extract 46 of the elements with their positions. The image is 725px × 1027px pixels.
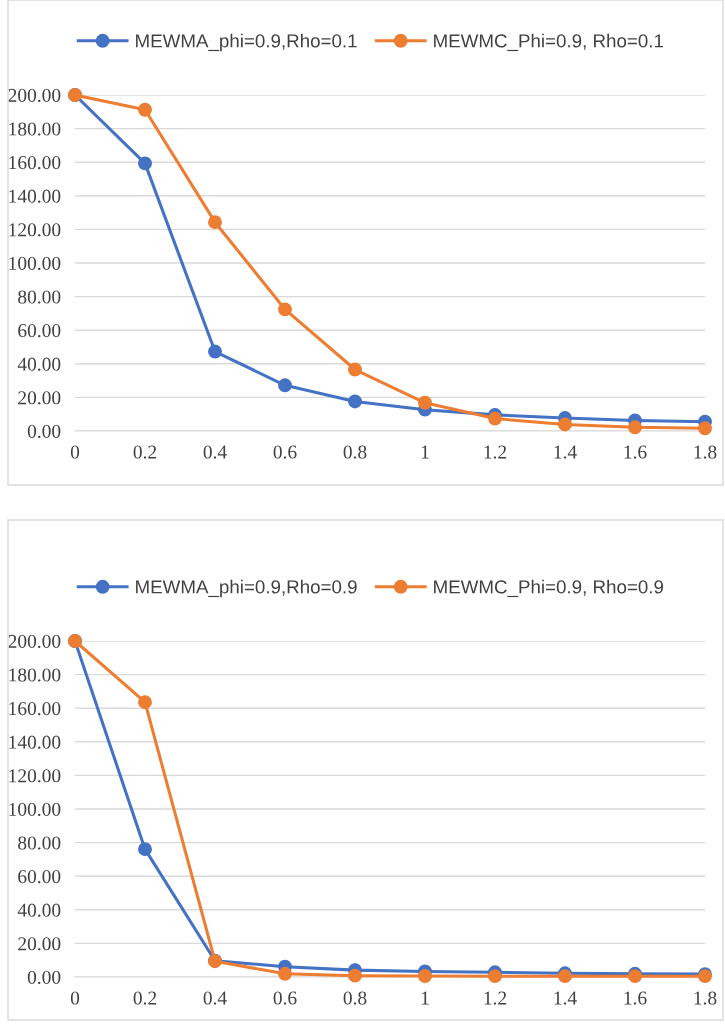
y-tick-label: 180.00 (9, 122, 61, 136)
x-tick-label: 1.8 (694, 445, 717, 459)
x-tick-label: 1 (421, 991, 429, 1005)
x-tick-label: 1.2 (484, 445, 507, 459)
y-tick-label: 60.00 (18, 324, 61, 338)
y-tick-label: 0.00 (27, 424, 61, 439)
x-tick-label: 1.6 (624, 445, 647, 459)
y-tick-label: 200.00 (8, 634, 61, 649)
y-tick-label: 40.00 (17, 903, 61, 917)
legend-label: MEWMC_Phi=0.9, Rho=0.1 (434, 33, 663, 52)
y-tick-label: 80.00 (18, 836, 61, 850)
y-tick-label: 60.00 (18, 870, 61, 884)
y-tick-label: 80.00 (18, 290, 61, 304)
x-tick-label: 1.6 (624, 991, 647, 1005)
x-tick-label: 0.6 (273, 991, 297, 1005)
y-tick-label: 120.00 (9, 769, 61, 783)
x-tick-label: 0 (70, 445, 80, 459)
x-tick-label: 0.8 (343, 991, 367, 1005)
x-tick-label: 1.4 (554, 991, 577, 1005)
y-tick-label: 20.00 (18, 391, 61, 405)
x-tick-label: 1.4 (554, 445, 577, 459)
y-tick-label: 0.00 (27, 970, 61, 985)
y-tick-label: 140.00 (9, 735, 61, 749)
x-tick-label: 0 (70, 991, 80, 1005)
y-tick-label: 200.00 (8, 88, 61, 103)
x-tick-label: 0.4 (203, 991, 227, 1005)
legend-label: MEWMC_Phi=0.9, Rho=0.9 (434, 579, 664, 598)
x-tick-label: 0.2 (133, 445, 157, 459)
y-tick-label: 120.00 (9, 223, 61, 237)
legend-label: MEWMA_phi=0.9,Rho=0.1 (136, 33, 357, 52)
legend-label: MEWMA_phi=0.9,Rho=0.9 (136, 579, 357, 598)
y-tick-label: 180.00 (9, 668, 61, 682)
y-tick-label: 160.00 (9, 156, 61, 170)
y-tick-label: 20.00 (18, 937, 61, 951)
y-tick-label: 160.00 (9, 702, 61, 716)
x-tick-label: 0.2 (133, 991, 157, 1005)
x-tick-label: 1 (421, 445, 429, 459)
x-tick-label: 0.8 (343, 445, 367, 459)
x-tick-label: 0.6 (273, 445, 297, 459)
y-tick-label: 140.00 (9, 189, 61, 203)
x-tick-label: 0.4 (203, 445, 227, 459)
y-tick-label: 100.00 (9, 256, 61, 271)
y-tick-label: 100.00 (9, 802, 61, 817)
x-tick-label: 1.8 (694, 991, 717, 1005)
x-tick-label: 1.2 (484, 991, 507, 1005)
y-tick-label: 40.00 (17, 357, 61, 371)
